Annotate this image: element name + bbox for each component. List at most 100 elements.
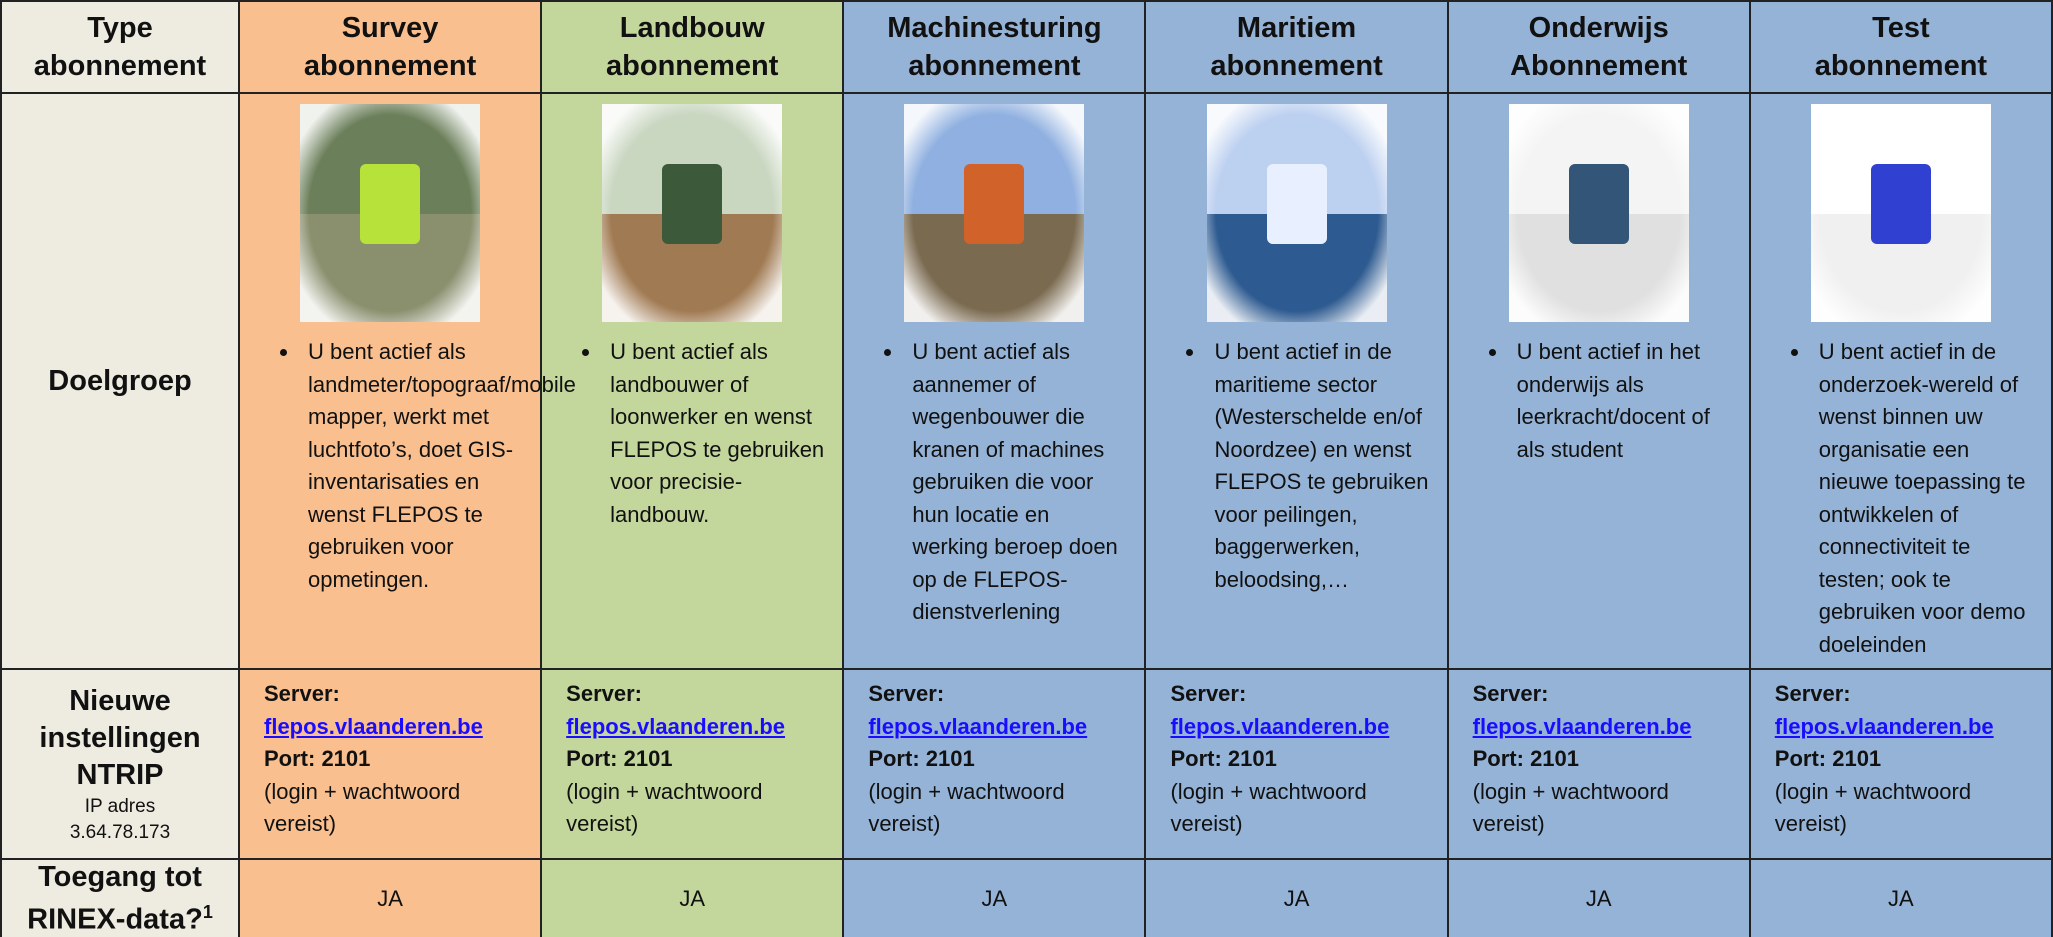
target-group-cell: U bent actief in het onderwijs als leerk… (1448, 93, 1750, 669)
rinex-access: JA (239, 859, 541, 937)
column-title: abonnement (1751, 47, 2051, 85)
bullet-list: U bent actief in de maritieme sector (We… (1146, 336, 1446, 596)
column-title: Machinesturing (844, 9, 1144, 47)
login-note: (login + wachtwoord vereist) (264, 779, 460, 837)
column-title: abonnement (542, 47, 842, 85)
server-link[interactable]: flepos.vlaanderen.be (1170, 711, 1422, 744)
bullet-list: U bent actief in de onderzoek-wereld of … (1751, 336, 2051, 661)
bullet-list: U bent actief in het onderwijs als leerk… (1449, 336, 1749, 466)
rinex-access: JA (1145, 859, 1447, 937)
illustration (904, 104, 1084, 322)
row-label: instellingen (2, 720, 238, 757)
target-group-cell: U bent actief als landbouwer of loonwerk… (541, 93, 843, 669)
target-group-text: U bent actief als aannemer of wegenbouwe… (904, 336, 1130, 629)
server-link[interactable]: flepos.vlaanderen.be (264, 711, 516, 744)
login-note: (login + wachtwoord vereist) (1473, 779, 1669, 837)
port: Port: 2101 (1170, 743, 1422, 776)
ip-address: 3.64.78.173 (2, 820, 238, 846)
target-group-cell: U bent actief als aannemer of wegenbouwe… (843, 93, 1145, 669)
column-title: abonnement (844, 47, 1144, 85)
server-link[interactable]: flepos.vlaanderen.be (566, 711, 818, 744)
column-title: Survey (240, 9, 540, 47)
row-label: Toegang tot (2, 860, 238, 895)
rinex-access: JA (1448, 859, 1750, 937)
row-label-cell: Doelgroep (1, 93, 239, 669)
login-note: (login + wachtwoord vereist) (868, 779, 1064, 837)
port: Port: 2101 (566, 743, 818, 776)
target-group-text: U bent actief als landbouwer of loonwerk… (602, 336, 828, 531)
bullet-list: U bent actief als aannemer of wegenbouwe… (844, 336, 1144, 629)
server-link[interactable]: flepos.vlaanderen.be (1473, 711, 1725, 744)
login-note: (login + wachtwoord vereist) (566, 779, 762, 837)
ip-address: IP adres (2, 794, 238, 820)
server-label: Server: (1473, 678, 1725, 711)
row-label-cell: Toegang tot RINEX-data?1 (1, 859, 239, 937)
server-link[interactable]: flepos.vlaanderen.be (868, 711, 1120, 744)
login-note: (login + wachtwoord vereist) (1170, 779, 1366, 837)
illustration (1811, 104, 1991, 322)
bullet-list: U bent actief als landbouwer of loonwerk… (542, 336, 842, 531)
illustration (602, 104, 782, 322)
rinex-access: JA (843, 859, 1145, 937)
server-label: Server: (1170, 678, 1422, 711)
server-label: Server: (264, 678, 516, 711)
target-group-text: U bent actief in het onderwijs als leerk… (1509, 336, 1735, 466)
target-group-cell: U bent actief in de onderzoek-wereld of … (1750, 93, 2052, 669)
port: Port: 2101 (1775, 743, 2027, 776)
target-group-cell: U bent actief in de maritieme sector (We… (1145, 93, 1447, 669)
port: Port: 2101 (868, 743, 1120, 776)
illustration (1509, 104, 1689, 322)
target-group-text: U bent actief in de maritieme sector (We… (1206, 336, 1432, 596)
column-title: Test (1751, 9, 2051, 47)
server-label: Server: (566, 678, 818, 711)
page: TypeabonnementSurveyabonnementLandbouwab… (0, 0, 2053, 937)
rinex-access: JA (1750, 859, 2052, 937)
column-title: abonnement (240, 47, 540, 85)
rinex-access: JA (541, 859, 843, 937)
illustration (1207, 104, 1387, 322)
column-title: Abonnement (1449, 47, 1749, 85)
column-title: Landbouw (542, 9, 842, 47)
server-label: Server: (1775, 678, 2027, 711)
port: Port: 2101 (1473, 743, 1725, 776)
footnote-marker: 1 (203, 902, 213, 922)
column-title: abonnement (1146, 47, 1446, 85)
server-link[interactable]: flepos.vlaanderen.be (1775, 711, 2027, 744)
target-group-text: U bent actief als landmeter/topograaf/mo… (300, 336, 526, 596)
row-label: abonnement (2, 47, 238, 85)
target-group-cell: U bent actief als landmeter/topograaf/mo… (239, 93, 541, 669)
bullet-list: U bent actief als landmeter/topograaf/mo… (240, 336, 540, 596)
target-group-text: U bent actief in de onderzoek-wereld of … (1811, 336, 2037, 661)
column-title: Maritiem (1146, 9, 1446, 47)
login-note: (login + wachtwoord vereist) (1775, 779, 1971, 837)
subscription-table: TypeabonnementSurveyabonnementLandbouwab… (0, 0, 2053, 937)
row-label: Type (2, 9, 238, 47)
column-title: Onderwijs (1449, 9, 1749, 47)
row-label: Nieuwe (2, 683, 238, 720)
row-label: NTRIP (2, 757, 238, 794)
illustration (300, 104, 480, 322)
row-label: RINEX-data? (27, 904, 203, 936)
